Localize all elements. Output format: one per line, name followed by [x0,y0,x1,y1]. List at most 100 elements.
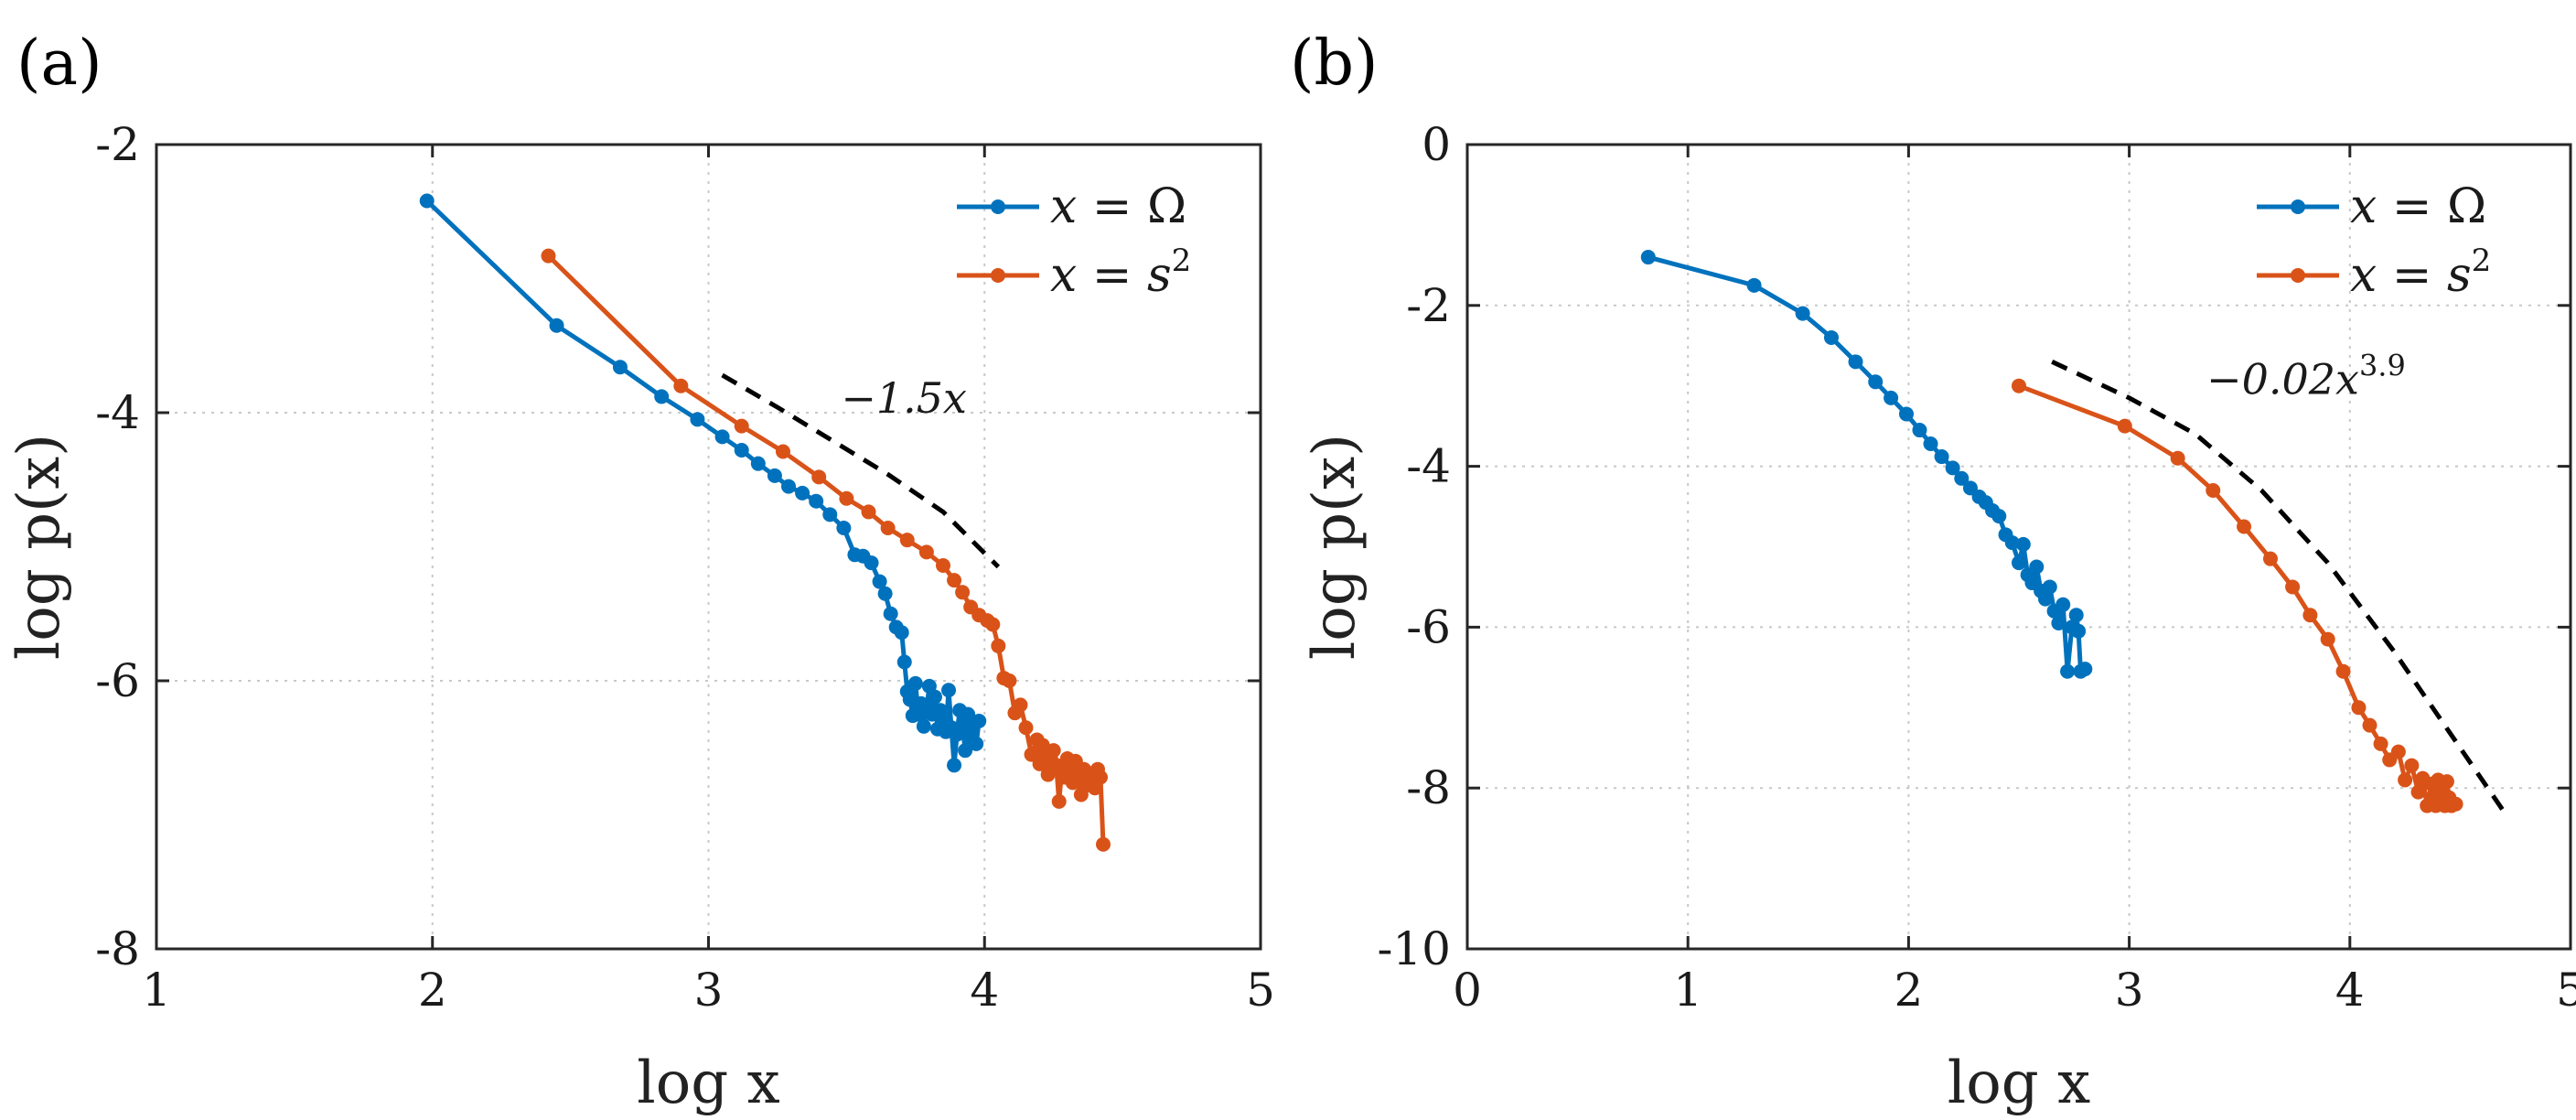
series-omega-point [1848,354,1863,370]
series-omega-point [2037,591,2053,607]
series-omega-point [2055,597,2071,612]
fit-annotation: −0.02x3.9 [2206,348,2406,404]
series-omega-point [690,412,705,427]
series-omega-point [750,456,766,471]
y-tick-label: -6 [1406,600,1451,653]
series-s2-point [899,533,915,548]
series-s2-point [1013,697,1028,713]
series-s2-point [775,444,790,459]
panel-label: (b) [1290,27,1379,100]
series-omega-point [2051,616,2066,631]
series-omega-point [1823,329,1839,345]
series-omega-point [1868,374,1884,390]
series-omega-point [1640,250,1656,265]
series-s2-point [918,544,934,560]
series-s2-point [2012,378,2026,393]
legend-omega-marker [2291,199,2305,214]
y-tick-label: -4 [95,386,140,439]
series-omega-point [836,520,852,535]
series-omega-point [894,625,909,641]
series-omega-point [419,193,435,209]
x-tick-label: 4 [2335,964,2365,1017]
fit-annotation: −1.5x [841,373,967,423]
y-axis-label: log p(x) [5,434,73,660]
series-s2-point [811,469,827,485]
series-omega-point [1991,509,2007,524]
series-omega-point [958,743,973,759]
series-s2-point [2362,717,2377,733]
series-s2-point [2117,418,2132,434]
series-omega-point [916,718,931,734]
series-s2-point [991,638,1006,653]
series-omega-point [941,683,957,698]
x-tick-label: 1 [1673,964,1702,1017]
y-tick-label: 0 [1422,118,1451,171]
series-omega-point [2012,555,2026,571]
x-tick-label: 3 [2115,964,2144,1017]
x-tick-label: 3 [694,964,724,1017]
series-omega-line [424,199,982,768]
series-omega-line [1648,254,2087,674]
series-omega-point [549,318,564,333]
series-omega-point [734,443,749,458]
series-omega-point [902,692,918,707]
series-omega-point [927,689,942,705]
series-omega-point [947,758,962,773]
panel-label: (a) [16,27,102,100]
x-tick-label: 1 [142,964,171,1017]
y-axis-label: log p(x) [1301,434,1368,660]
series-s2-point [2302,608,2318,623]
series-omega-point [2029,559,2045,575]
series-s2-point [2410,784,2426,800]
series-s2-point [2448,796,2463,812]
series-s2-point [935,558,950,574]
series-omega-point [2071,623,2087,639]
x-tick-label: 5 [1246,964,1275,1017]
legend-s2-label: x = s2 [1050,242,1191,303]
series-s2-point [1051,793,1067,809]
series-s2-point [2285,579,2301,595]
series-omega-point [877,586,893,601]
series-omega-point [883,606,898,621]
legend-omega-label: x = Ω [2350,179,2486,234]
legend-s2-marker [2291,268,2305,283]
series-omega-point [1962,480,1978,496]
series-s2-point [839,490,854,506]
series-omega-point [809,493,824,509]
series-omega-point [935,711,950,727]
series-s2-point [2404,758,2420,773]
series-omega-point [864,555,879,571]
series-omega-point [1898,406,1914,422]
x-axis-label: log x [1948,1050,2090,1117]
series-omega-point [971,713,987,728]
series-omega-point [896,654,912,670]
x-tick-label: 2 [1894,964,1923,1017]
series-s2-point [2206,482,2221,498]
series-omega-point [1934,449,1949,465]
series-s2-point [541,248,556,264]
series-s2-line [2018,383,2457,808]
series-s2-point [1046,743,1061,759]
series-s2-point [2237,519,2252,534]
series-s2-point [985,617,1001,632]
series-s2-point [2398,772,2413,788]
series-omega-point [2068,608,2084,623]
legend: x = Ω x = s2 [957,179,1191,303]
series-omega-point [1746,277,1762,293]
series-s2-point [861,504,876,520]
series-s2-point [2335,663,2351,679]
x-tick-label: 4 [970,964,999,1017]
series-omega-point [872,574,887,589]
series-omega-point [1945,460,1960,476]
series-s2-point [1096,836,1111,852]
series-omega-point [1923,436,1938,451]
series-s2-line [546,253,1106,845]
legend-omega-label: x = Ω [1050,179,1186,234]
y-tick-label: -2 [95,118,140,171]
y-tick-label: -10 [1377,922,1451,975]
series-omega-point [612,360,628,375]
series-omega-point [1912,423,1927,438]
legend-omega-marker [991,199,1005,214]
y-tick-label: -2 [1406,279,1451,332]
